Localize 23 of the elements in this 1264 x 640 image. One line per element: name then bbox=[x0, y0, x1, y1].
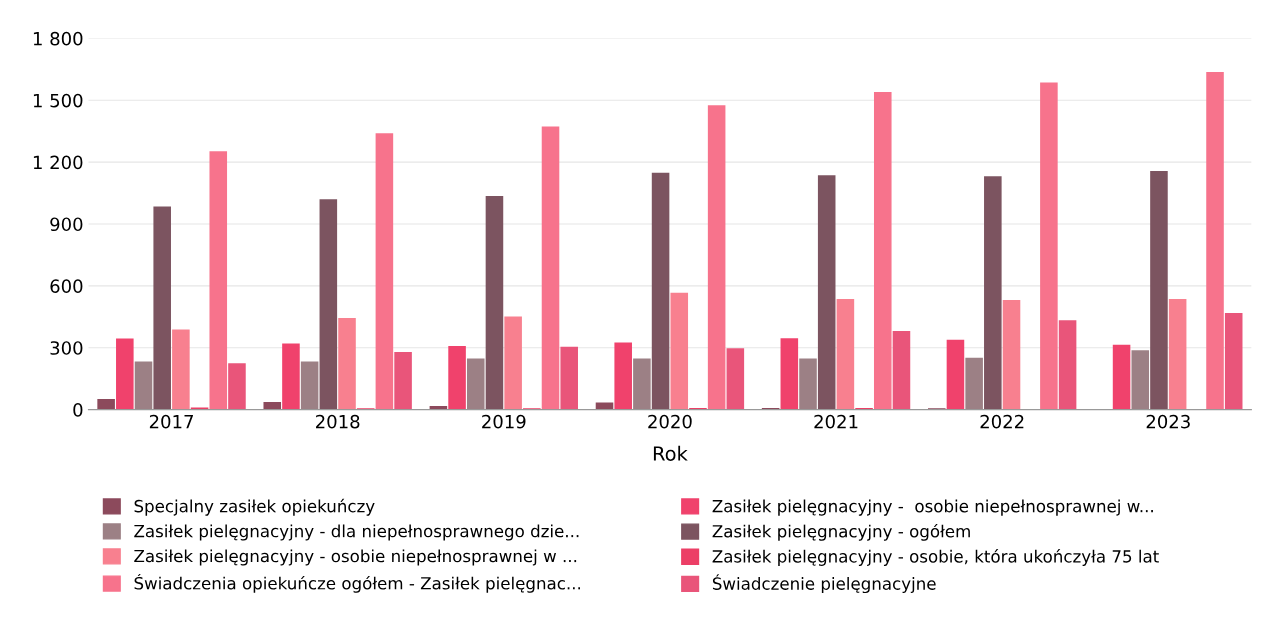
x-tick-label: 2019 bbox=[482, 414, 526, 429]
y-tick-label: 900 bbox=[50, 217, 83, 232]
y-tick-label: 1 800 bbox=[33, 31, 83, 46]
legend-label: Zasiłek pielęgnacyjny - osobie, która ukończyła 75 lat bbox=[712, 549, 1159, 566]
y-tick-label: 1 200 bbox=[33, 155, 83, 170]
legend-label: Zasiłek pielęgnacyjny - ogółem bbox=[712, 523, 970, 541]
x-tick-label: 2023 bbox=[1146, 414, 1190, 429]
legend-label: Świadczenie pielęgnacyjne bbox=[712, 574, 936, 594]
legend-label: Zasiłek pielęgnacyjny - dla niepełnosprawnego dzie... bbox=[134, 524, 579, 541]
x-axis-title: Rok bbox=[653, 445, 688, 461]
x-tick-label: 2020 bbox=[648, 414, 692, 429]
y-tick-label: 600 bbox=[50, 279, 83, 293]
legend-label: Specjalny zasiłek opiekuńczy bbox=[134, 498, 375, 516]
x-tick-label: 2018 bbox=[316, 414, 360, 429]
legend-label: Świadczenia opiekuńcze ogółem - Zasiłek pielęgnac... bbox=[134, 573, 581, 593]
legend-label: Zasiłek pielęgnacyjny - osobie niepełnosprawnej w... bbox=[712, 499, 1153, 516]
x-tick-label: 2022 bbox=[980, 414, 1024, 429]
x-tick-label: 2021 bbox=[814, 414, 858, 429]
y-tick-label: 1 500 bbox=[33, 93, 83, 108]
legend-label: Zasiłek pielęgnacyjny - osobie niepełnosprawnej w ... bbox=[134, 549, 577, 566]
y-tick-label: 0 bbox=[73, 403, 83, 417]
y-tick-label: 300 bbox=[50, 341, 83, 355]
x-tick-label: 2017 bbox=[149, 414, 193, 429]
